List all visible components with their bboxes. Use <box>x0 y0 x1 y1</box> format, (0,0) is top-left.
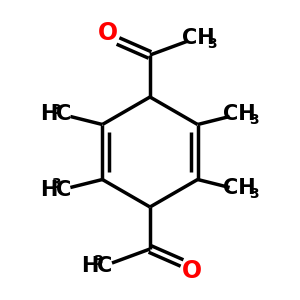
Text: 3: 3 <box>52 103 61 116</box>
Text: 3: 3 <box>52 178 61 191</box>
Text: 3: 3 <box>207 37 217 51</box>
Text: C: C <box>56 179 71 200</box>
Text: CH: CH <box>223 103 256 124</box>
Text: CH: CH <box>182 28 214 48</box>
Text: H: H <box>81 256 99 276</box>
Text: C: C <box>56 104 71 124</box>
Text: 3: 3 <box>93 254 103 268</box>
Text: H: H <box>40 104 57 124</box>
Text: C: C <box>98 256 112 276</box>
Text: 3: 3 <box>249 112 258 127</box>
Text: O: O <box>182 259 202 283</box>
Text: 3: 3 <box>249 188 258 202</box>
Text: CH: CH <box>223 178 256 199</box>
Text: O: O <box>98 21 118 45</box>
Text: H: H <box>40 179 57 200</box>
